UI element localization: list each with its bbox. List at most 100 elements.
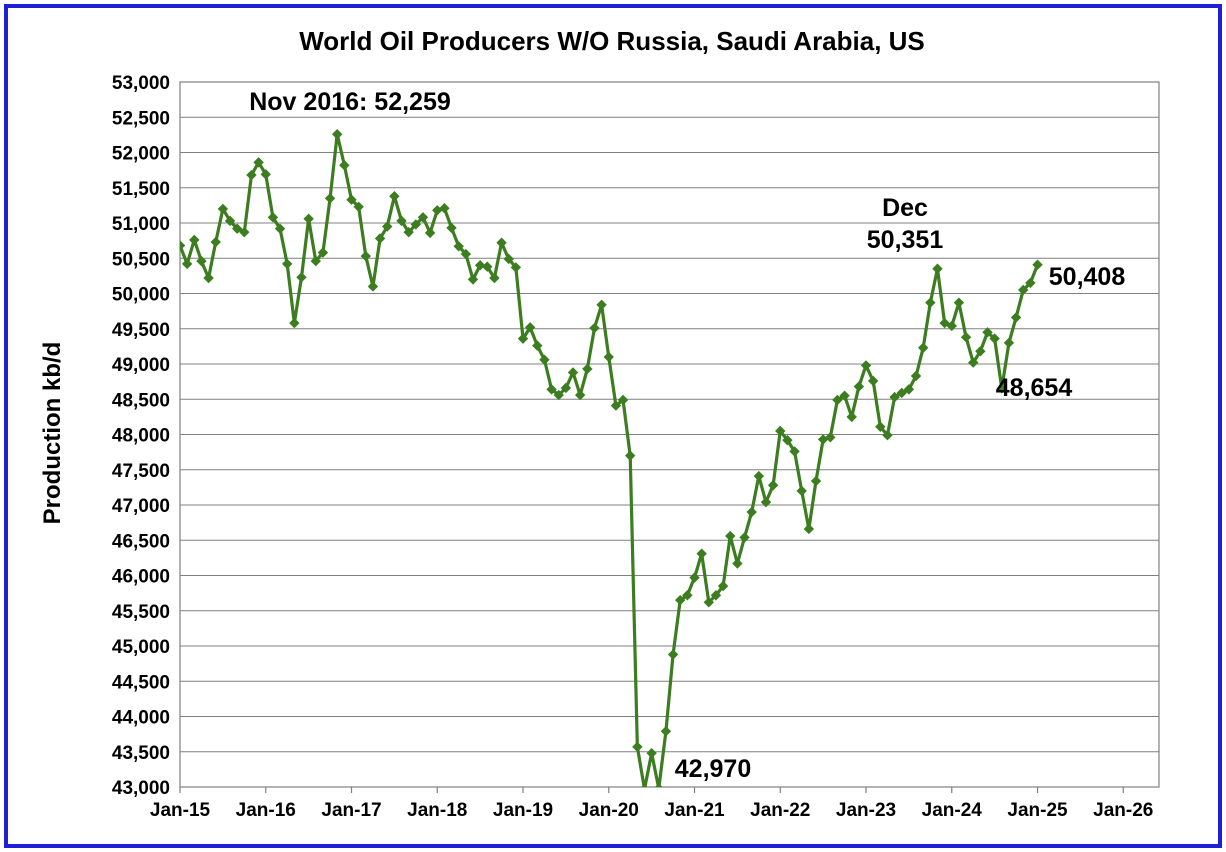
data-point [796,485,807,497]
data-point [389,191,400,202]
data-point [825,432,836,443]
data-point [217,203,229,215]
data-point [410,219,422,230]
gridlines [179,81,1160,788]
y-tick-label: 47,500 [112,461,170,482]
data-point [960,332,972,343]
y-tick-label: 44,000 [112,708,170,729]
data-point [717,580,729,592]
annotation-peak-2016: Nov 2016: 52,259 [249,88,451,116]
data-point [289,317,300,329]
x-tick-label: Jan-21 [664,800,725,821]
data-point [1025,277,1036,289]
data-point [996,383,1007,394]
data-point [589,322,600,334]
data-point [646,747,657,759]
data-point [789,446,800,457]
data-point [224,215,236,227]
data-point [553,389,564,401]
data-point [460,248,472,260]
x-tick-label: Jan-22 [750,800,810,821]
data-point [1018,284,1029,296]
data-point [660,726,672,737]
annotation-dip-value: 48,654 [996,374,1073,402]
y-tick-label: 50,000 [112,285,170,306]
y-tick-label: 48,500 [112,390,170,411]
data-point [696,548,707,559]
data-point [346,194,357,205]
data-point [267,212,279,223]
y-tick-label: 45,500 [112,602,170,623]
data-point [367,281,379,292]
annotation-dec-label: Dec [882,194,928,222]
annotation-low-value: 42,970 [675,755,751,783]
data-point [231,223,243,234]
data-point [610,400,622,411]
x-tick-labels: Jan-15 Jan-16 Jan-17 Jan-18 Jan-19 Jan-20 Jan-… [150,787,1153,821]
data-point [968,357,979,368]
data-point [725,530,736,542]
data-point [253,157,264,168]
data-point [810,475,822,487]
data-point [274,223,286,234]
data-point [510,262,522,273]
y-tick-label: 49,000 [112,355,170,376]
data-point [517,333,529,344]
data-point [439,202,450,214]
data-point [603,351,614,363]
y-tick-label: 44,500 [112,672,170,693]
data-point [417,212,429,223]
y-axis-label: Production kb/d [39,342,66,525]
data-point [403,226,414,238]
x-tick-label: Jan-20 [579,800,639,821]
data-point [432,205,443,216]
chart-title: World Oil Producers W/O Russia, Saudi Ar… [299,26,925,56]
data-point [503,253,514,265]
data-point [832,394,843,406]
chart-frame [4,4,1222,848]
data-point [382,221,393,232]
data-point [596,299,607,310]
x-tick-label: Jan-16 [236,800,296,821]
data-point [574,389,586,401]
data-point [467,274,479,285]
data-point [560,382,572,394]
data-point [732,558,743,569]
data-point [803,523,815,535]
data-point [632,741,643,753]
data-point [189,234,200,246]
data-point [667,649,679,660]
data-point [1010,312,1022,323]
data-point [210,236,221,248]
data-point [203,272,214,284]
data-point [374,233,386,244]
data-point [682,590,693,601]
data-point [181,258,193,270]
y-tick-label: 49,500 [112,320,170,341]
plot-area-border [179,81,1160,788]
data-point [753,470,765,482]
y-tick-label: 45,000 [112,637,170,658]
data-point [896,387,907,399]
annotation-latest-value: 50,408 [1049,263,1126,291]
y-tick-label: 46,500 [112,531,170,552]
data-point [474,260,486,271]
x-tick-label: Jan-15 [150,800,211,821]
data-point [582,363,593,375]
data-point [703,597,715,608]
x-tick-label: Jan-23 [836,800,896,821]
series-production [180,129,1043,787]
y-tick-label: 51,500 [112,179,170,200]
data-point [917,342,929,353]
data-point [324,193,336,204]
data-point [989,333,1000,344]
data-point [317,247,329,258]
data-point [446,222,457,234]
data-point [339,159,350,171]
data-point [617,394,629,406]
series-group [180,129,1043,787]
data-point [839,390,850,401]
data-point [982,327,993,338]
y-tick-label: 46,000 [112,567,170,588]
y-tick-label: 52,000 [112,144,170,165]
